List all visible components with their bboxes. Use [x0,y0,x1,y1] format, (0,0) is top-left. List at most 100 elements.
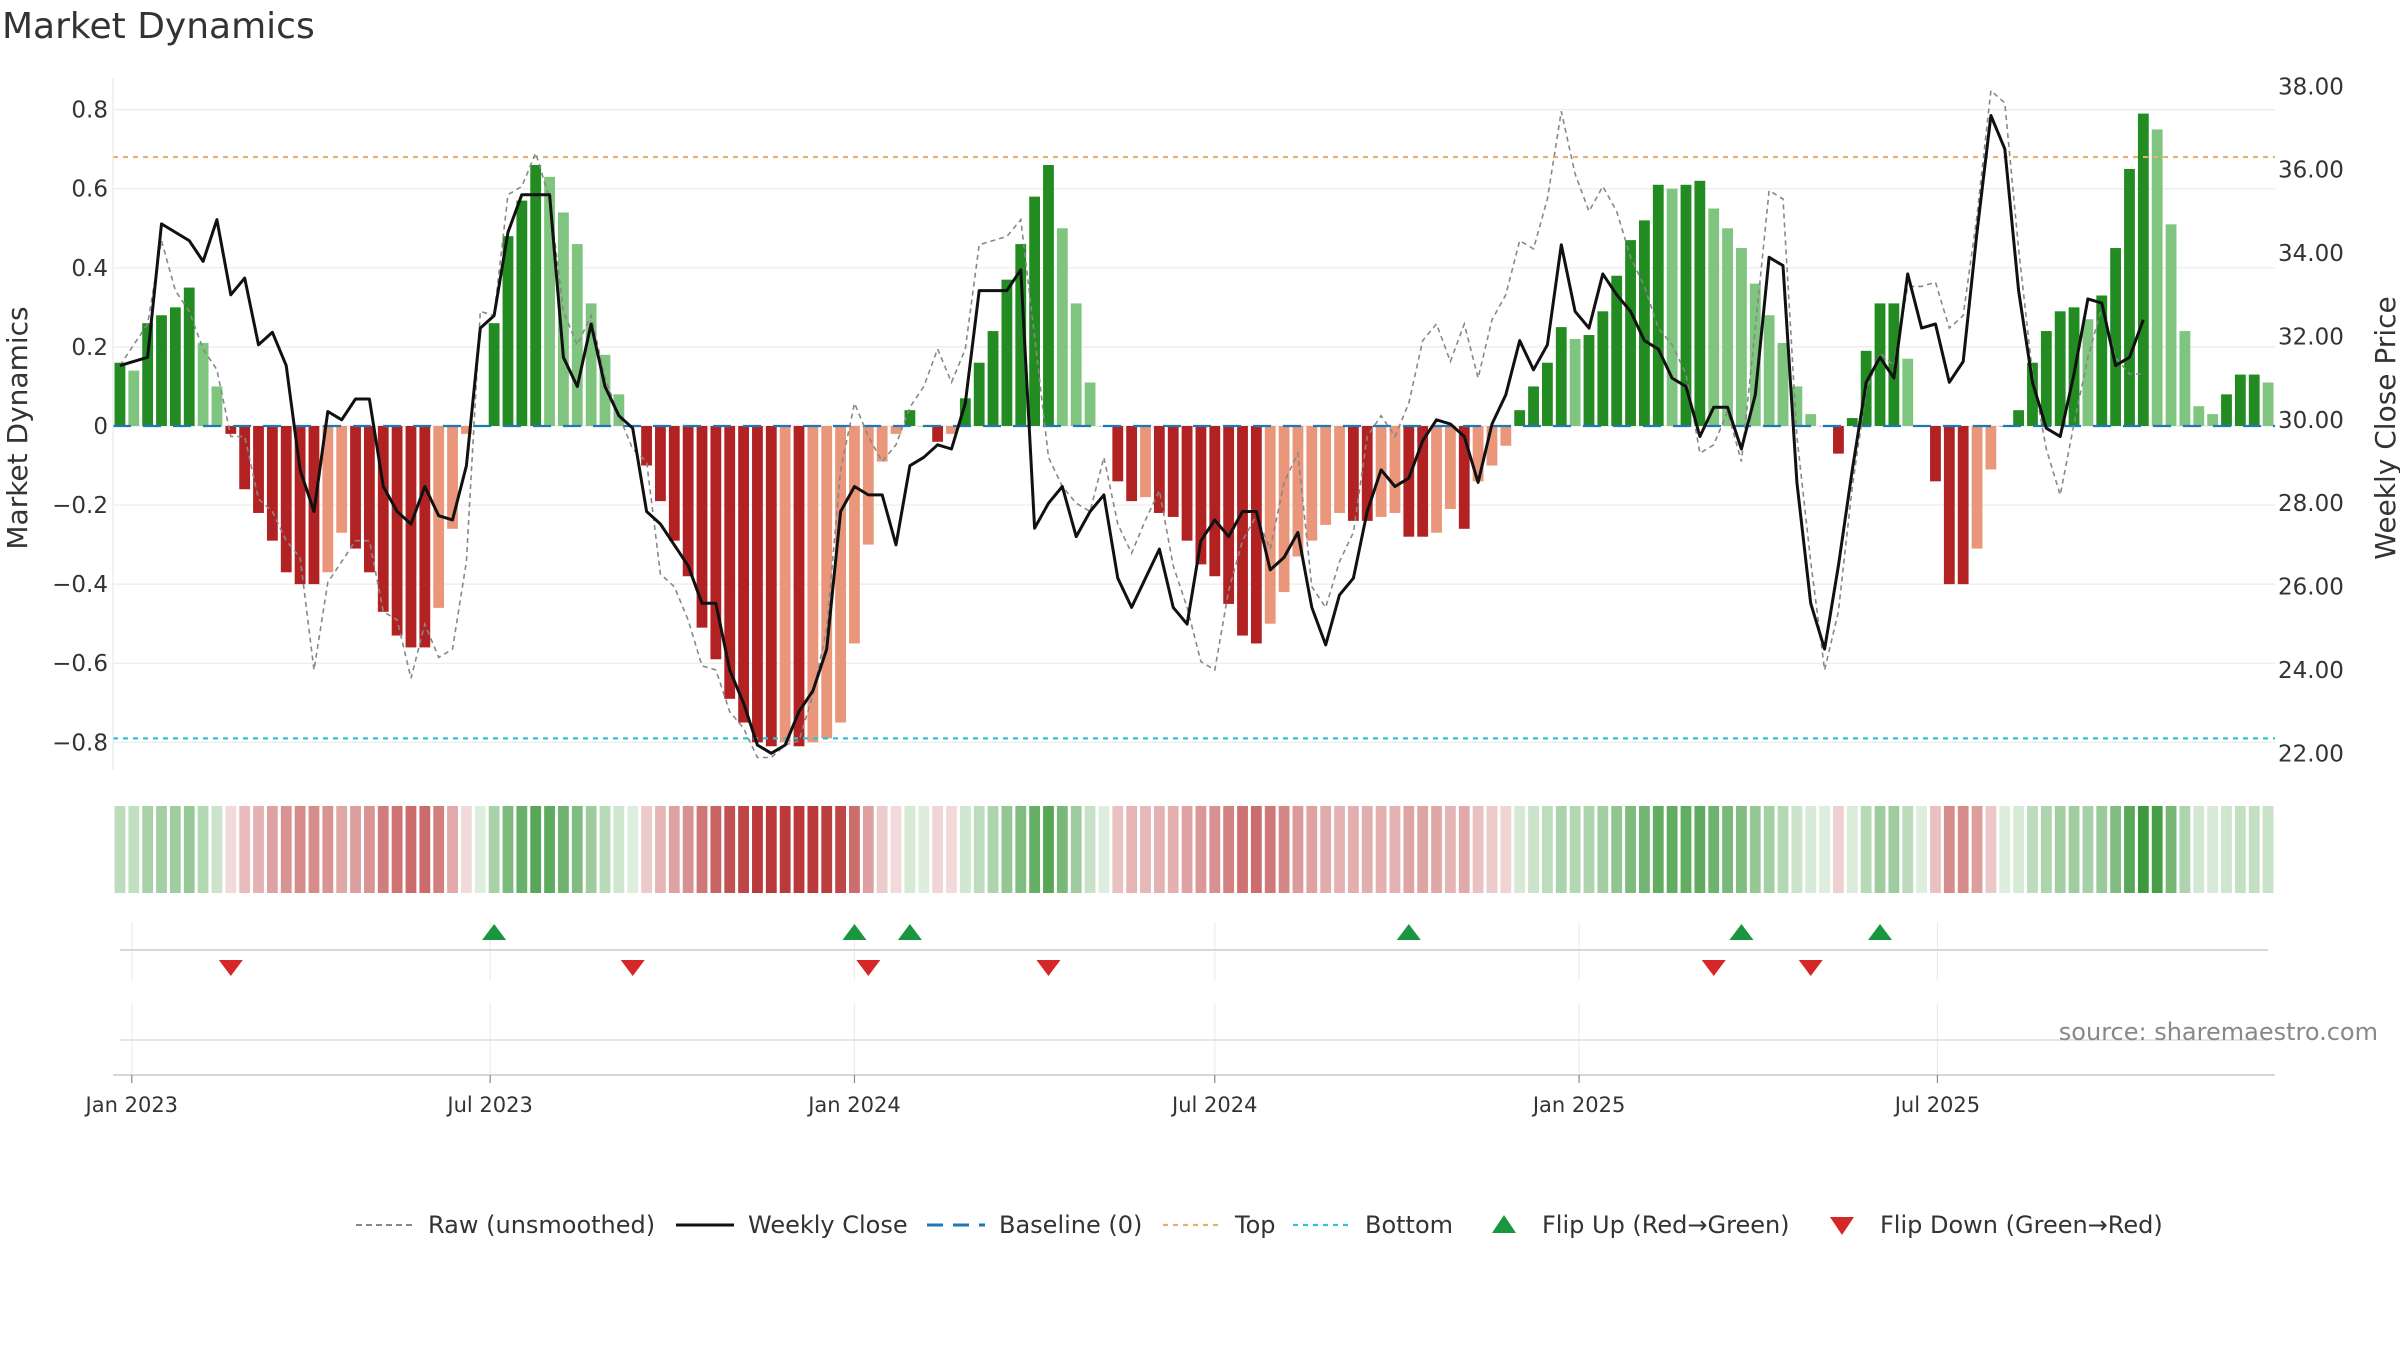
regime-cell [1278,806,1290,893]
flip-down-marker [856,960,881,976]
regime-cell [1902,806,1914,893]
regime-cell [447,806,458,893]
momentum-bar [1694,180,1706,426]
momentum-bar [1500,425,1512,446]
y-tick-label: −0.4 [52,572,108,598]
regime-cell [128,806,140,893]
momentum-bar [2151,129,2163,426]
regime-cell [1029,806,1041,893]
momentum-bar [807,425,819,743]
momentum-bar [1541,362,1553,426]
regime-cell [1334,806,1345,893]
lower-panel: source: sharemaestro.com [120,1003,2378,1075]
momentum-bar [2137,113,2149,426]
momentum-bar [1569,338,1581,426]
flip-panel [120,922,2268,980]
regime-cell [308,806,320,893]
momentum-bar [1278,425,1290,593]
legend-label: Raw (unsmoothed) [428,1211,655,1239]
momentum-bar [1777,342,1789,426]
momentum-bar [1126,425,1138,502]
y-tick-label: 0.2 [71,335,108,361]
momentum-bar [1209,425,1221,577]
regime-cell [530,806,542,893]
momentum-bar [239,425,251,490]
y-tick-label: 0.6 [71,177,108,203]
momentum-bar [1389,425,1401,513]
momentum-bar [641,425,652,466]
y2-tick-label: 36.00 [2278,158,2344,184]
x-tick-label: Jan 2024 [806,1093,901,1117]
regime-cell [1791,806,1803,893]
momentum-bar [336,425,348,533]
regime-cell [1777,806,1789,893]
regime-cell [266,806,278,893]
regime-cell [1070,806,1082,893]
momentum-bar [1652,184,1664,426]
momentum-bar [1763,315,1775,426]
regime-cell [2207,806,2219,893]
momentum-bar [211,386,223,426]
regime-cell [1264,806,1276,893]
flip-up-marker [1396,924,1421,940]
x-tick-label: Jul 2025 [1893,1093,1980,1117]
flip-down-marker [620,960,645,976]
regime-cell [142,806,154,893]
y-tick-label: −0.8 [52,730,108,756]
regime-cell [2165,806,2177,893]
momentum-bar [2179,331,2191,426]
regime-cell [2082,806,2094,893]
regime-cell [1583,806,1595,893]
legend-label: Flip Down (Green→Red) [1880,1211,2163,1239]
momentum-bar [1140,425,1151,498]
regime-cell [419,806,431,893]
momentum-bars [114,113,2274,747]
regime-cell [1015,806,1027,893]
momentum-bar [682,425,694,577]
momentum-bar [2027,362,2038,426]
chart-title: Market Dynamics [2,6,315,47]
momentum-bar [2040,331,2052,426]
momentum-bar [2124,168,2135,426]
flip-up-marker [1868,924,1893,940]
regime-cell [724,806,736,893]
momentum-bar [1930,425,1941,482]
regime-cell [1957,806,1969,893]
price-lines [119,88,2145,759]
momentum-bar [1347,425,1359,521]
momentum-bar [1306,425,1318,541]
regime-cell [655,806,666,893]
regime-cell [2179,806,2191,893]
regime-cell [1625,806,1636,893]
regime-cell [668,806,680,893]
regime-cell [1500,806,1512,893]
regime-cell [114,806,126,893]
regime-cell [1209,806,1221,893]
momentum-bar [2248,374,2260,426]
momentum-bar [1181,425,1193,541]
regime-cell [793,806,805,893]
momentum-bar [1223,425,1235,604]
momentum-bar [460,425,472,434]
regime-cell [1985,806,1997,893]
regime-cell [1652,806,1664,893]
weekly-close-line [119,114,2145,755]
regime-cell [973,806,985,893]
regime-cell [1597,806,1609,893]
regime-cell [1943,806,1955,893]
momentum-bar [1680,184,1692,426]
regime-cell [613,806,625,893]
regime-cell [169,806,181,893]
regime-cell [2262,806,2274,893]
flip-up-marker [842,924,867,940]
momentum-bar [1458,425,1470,529]
momentum-bar [197,342,209,426]
momentum-bar [710,425,722,660]
regime-cell [460,806,472,893]
y2-tick-label: 28.00 [2278,491,2344,517]
regime-cell [474,806,486,893]
momentum-bar [516,200,528,426]
regime-cell [391,806,403,893]
regime-cell [1167,806,1179,893]
